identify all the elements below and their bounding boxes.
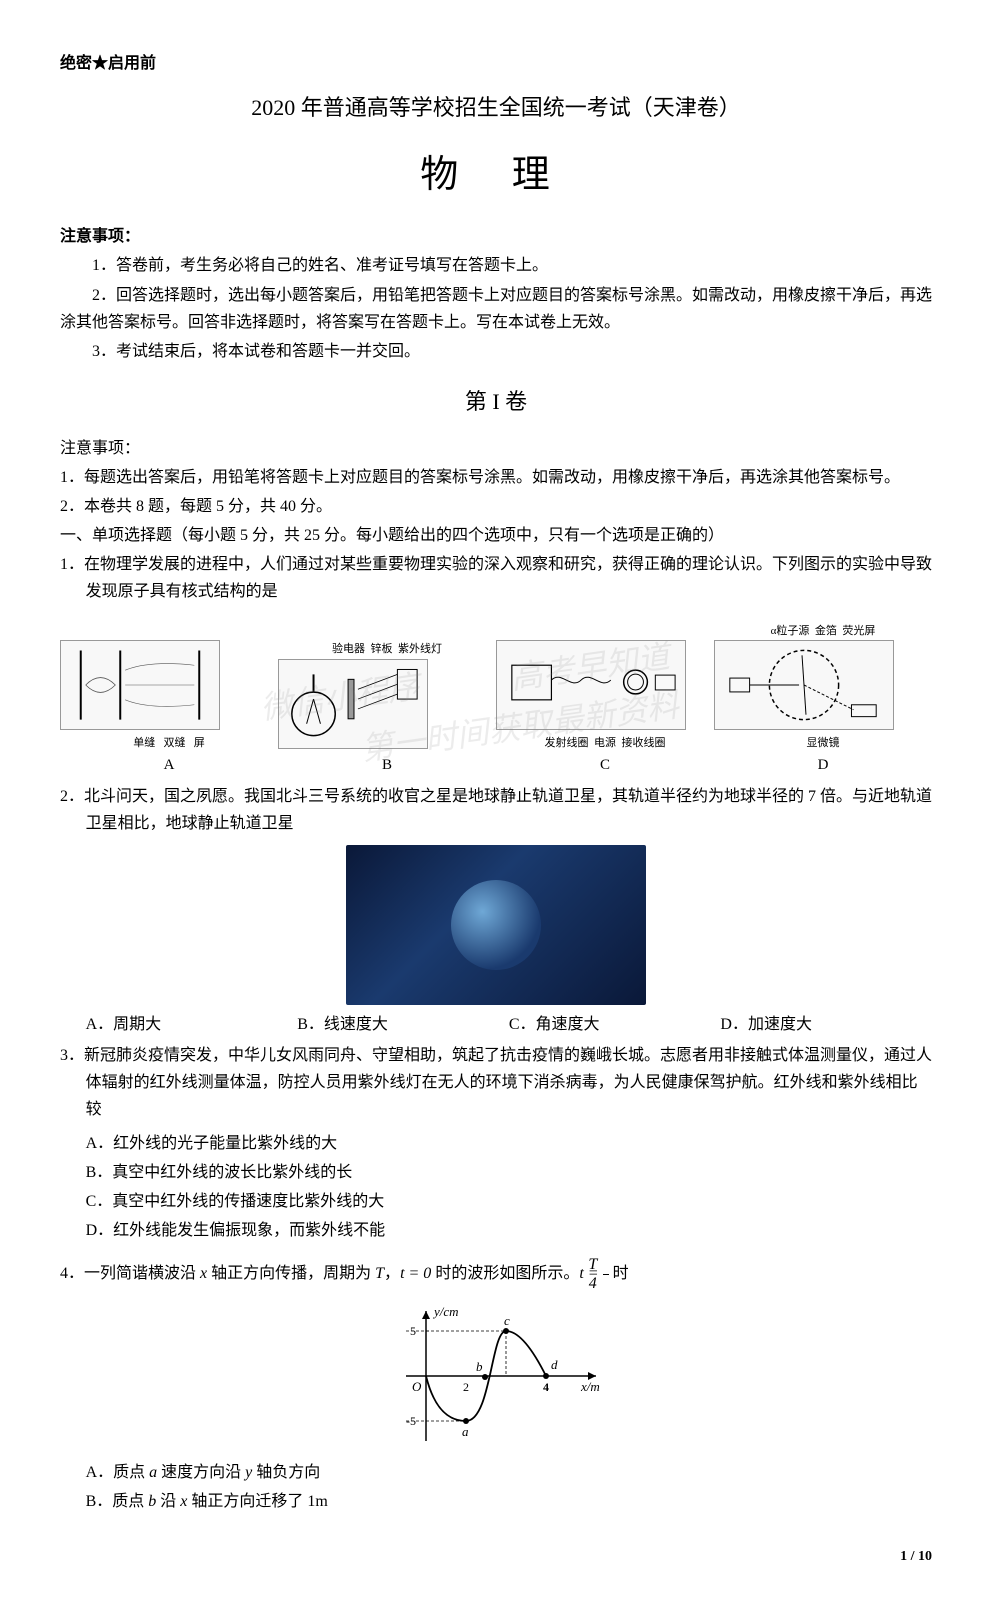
- q4-var-T: T: [375, 1265, 384, 1282]
- q4B-prefix: B．质点: [86, 1493, 149, 1510]
- figure-label-B: B: [278, 753, 496, 779]
- point-a-label: a: [462, 1424, 469, 1439]
- q3-opt-D: D．红外线能发生偏振现象，而紫外线不能: [60, 1217, 932, 1244]
- question-1-stem: 1．在物理学发展的进程中，人们通过对某些重要物理实验的深入观察和研究，获得正确的…: [60, 551, 932, 605]
- exam-title: 2020 年普通高等学校招生全国统一考试（天津卷）: [60, 89, 932, 126]
- notice-top-item-2: 2．回答选择题时，选出每小题答案后，用铅笔把答题卡上对应题目的答案标号涂黑。如需…: [60, 282, 932, 336]
- label-fluor: 荧光屏: [842, 625, 875, 637]
- label-electroscope: 验电器: [332, 643, 365, 655]
- question-2-stem: 2．北斗问天，国之夙愿。我国北斗三号系统的收官之星是地球静止轨道卫星，其轨道半径…: [60, 783, 932, 837]
- xtick-2: 2: [463, 1380, 469, 1394]
- figure-label-D: D: [714, 753, 932, 779]
- notice-top-item-3: 3．考试结束后，将本试卷和答题卡一并交回。: [60, 338, 932, 365]
- ylabel-text: y/cm: [432, 1304, 459, 1319]
- notice-top-item-1: 1．答卷前，考生务必将自己的姓名、准考证号填写在答题卡上。: [60, 252, 932, 279]
- page-total: 10: [918, 1549, 932, 1564]
- section1-header: 一、单项选择题（每小题 5 分，共 25 分。每小题给出的四个选项中，只有一个选…: [60, 522, 932, 549]
- q4-text-1: 4．一列简谐横波沿: [60, 1265, 200, 1282]
- q4-opt-B: B．质点 b 沿 x 轴正方向迁移了 1m: [60, 1488, 932, 1515]
- q2-opt-B: B．线速度大: [297, 1011, 509, 1038]
- q4A-var: a: [149, 1464, 157, 1481]
- label-slit: 单缝: [133, 737, 155, 749]
- q4B-var2: x: [180, 1493, 187, 1510]
- diagram-photoelectric: [278, 659, 428, 749]
- figure-q1-A: 单缝 双缝 屏 A: [60, 640, 278, 778]
- figure-label-A: A: [60, 753, 278, 779]
- question-1-figure-row: 单缝 双缝 屏 A 验电器 锌板 紫外线灯: [60, 612, 932, 783]
- q4-text-3: ，: [384, 1265, 400, 1282]
- subject-title: 物 理: [60, 143, 932, 208]
- ytick-neg5: -5: [406, 1414, 416, 1428]
- label-gold: 金箔: [815, 625, 837, 637]
- notice-top-item-2-text: 2．回答选择题时，选出每小题答案后，用铅笔把答题卡上对应题目的答案标号涂黑。如需…: [60, 287, 932, 331]
- figure-q1-C: 发射线圈 电源 接收线圈 C: [496, 640, 714, 778]
- xlabel-text: x/m: [580, 1379, 600, 1394]
- point-d-label: d: [551, 1357, 558, 1372]
- origin-label: O: [412, 1379, 422, 1394]
- q3-opt-A: A．红外线的光子能量比紫外线的大: [60, 1130, 932, 1157]
- figure-q1-B: 验电器 锌板 紫外线灯 B: [278, 640, 496, 778]
- page-container: 绝密★启用前 2020 年普通高等学校招生全国统一考试（天津卷） 物 理 注意事…: [60, 50, 932, 1569]
- q2-opt-C: C．角速度大: [509, 1011, 721, 1038]
- q4A-prefix: A．质点: [86, 1464, 150, 1481]
- figure-label-C: C: [496, 753, 714, 779]
- point-b-label: b: [476, 1359, 483, 1374]
- label-emit: 发射线圈: [545, 737, 589, 749]
- q4B-mid: 沿: [156, 1493, 180, 1510]
- diagram-double-slit: [60, 640, 220, 730]
- point-c-label: c: [504, 1313, 510, 1328]
- notice-vol-item-1: 1．每题选出答案后，用铅笔将答题卡上对应题目的答案标号涂黑。如需改动，用橡皮擦干…: [60, 464, 932, 491]
- q4-text-4: 时的波形如图所示。: [431, 1265, 579, 1282]
- label-src: 电源: [594, 737, 616, 749]
- q4-opt-A: A．质点 a 速度方向沿 y 轴负方向: [60, 1459, 932, 1486]
- q2-opt-D: D．加速度大: [720, 1011, 932, 1038]
- figure-q1-D: α粒子源 金箔 荧光屏 显微镜 D: [714, 622, 932, 779]
- label-doubleslit: 双缝: [164, 737, 186, 749]
- q4A-mid: 速度方向沿: [157, 1464, 245, 1481]
- label-recv: 接收线圈: [622, 737, 666, 749]
- q4-eq-1: t = 0: [400, 1265, 431, 1282]
- label-uv: 紫外线灯: [398, 643, 442, 655]
- label-zinc: 锌板: [371, 643, 393, 655]
- q4-text-5: 时: [609, 1265, 629, 1282]
- diagram-em-wave: [496, 640, 686, 730]
- earth-satellite-image: [346, 845, 646, 1005]
- classification-header: 绝密★启用前: [60, 50, 932, 77]
- question-4-stem: 4．一列简谐横波沿 x 轴正方向传播，周期为 T，t = 0 时的波形如图所示。…: [60, 1256, 932, 1292]
- notice-top-header: 注意事项：: [60, 223, 932, 250]
- page-footer: 1 / 10: [60, 1545, 932, 1569]
- xtick-4: 4: [543, 1380, 549, 1394]
- page-current: 1: [900, 1549, 907, 1564]
- label-alpha: α粒子源: [771, 625, 810, 637]
- notice-vol-item-2: 2．本卷共 8 题，每题 5 分，共 40 分。: [60, 493, 932, 520]
- question-3-stem: 3．新冠肺炎疫情突发，中华儿女风雨同舟、守望相助，筑起了抗击疫情的巍峨长城。志愿…: [60, 1042, 932, 1124]
- notice-vol-header: 注意事项：: [60, 435, 932, 462]
- ytick-5: 5: [410, 1324, 416, 1338]
- question-2-options: A．周期大 B．线速度大 C．角速度大 D．加速度大: [60, 1011, 932, 1038]
- q4A-suffix: 轴负方向: [252, 1464, 320, 1481]
- q4B-var: b: [148, 1493, 156, 1510]
- page-sep: /: [907, 1549, 918, 1564]
- label-microscope: 显微镜: [807, 737, 840, 749]
- q3-opt-B: B．真空中红外线的波长比紫外线的长: [60, 1159, 932, 1186]
- q2-opt-A: A．周期大: [86, 1011, 298, 1038]
- q3-opt-C: C．真空中红外线的传播速度比紫外线的大: [60, 1188, 932, 1215]
- volume-title: 第 I 卷: [60, 383, 932, 420]
- wave-graph: y/cm x/m O 5 -5 2 4 a b c d: [376, 1301, 616, 1451]
- diagram-rutherford: [714, 640, 894, 730]
- q4-text-2: 轴正方向传播，周期为: [207, 1265, 375, 1282]
- label-screen: 屏: [194, 737, 205, 749]
- q4B-suffix: 轴正方向迁移了 1m: [187, 1493, 327, 1510]
- q4A-var2: y: [245, 1464, 252, 1481]
